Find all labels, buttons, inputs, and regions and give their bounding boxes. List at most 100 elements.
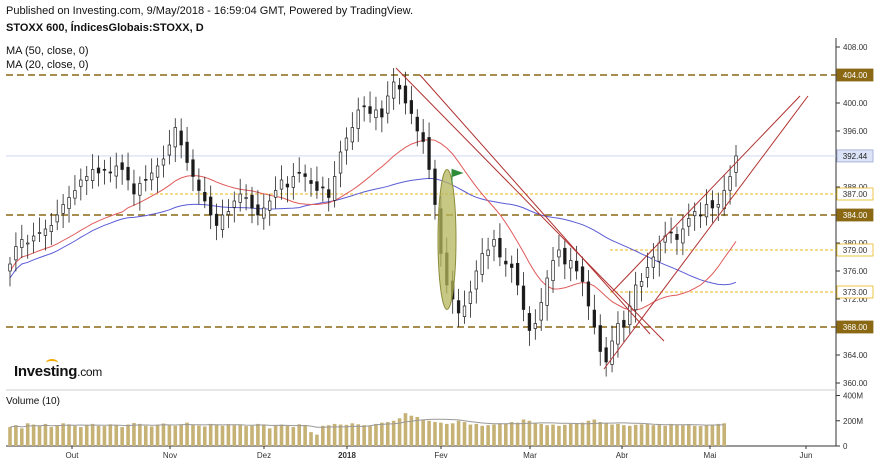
volume-bar: [409, 415, 414, 446]
volume-bar: [574, 423, 579, 446]
y-tick-label: 360.00: [843, 379, 868, 388]
up-channel-lower: [603, 95, 809, 370]
volume-bar: [722, 423, 726, 446]
x-tick-label: Out: [66, 451, 80, 460]
volume-bar: [67, 424, 71, 446]
candle: [710, 200, 715, 209]
volume-ma-line: [9, 418, 725, 428]
volume-bar: [539, 423, 544, 446]
candle: [85, 176, 89, 181]
x-tick-label: Abr: [616, 451, 629, 460]
volume-bar: [403, 413, 408, 446]
volume-bar: [515, 422, 520, 446]
candle: [622, 319, 626, 328]
volume-bar: [439, 422, 443, 446]
volume-bar: [450, 423, 455, 446]
volume-tick-label: 400M: [843, 392, 863, 401]
candle: [250, 194, 254, 209]
volume-bar: [167, 425, 172, 446]
candle: [374, 109, 378, 118]
candle: [563, 247, 567, 265]
volume-bar: [31, 424, 36, 446]
candle: [657, 242, 661, 262]
y-tick-label: 388.00: [843, 183, 868, 192]
volume-bar: [326, 425, 331, 446]
candle: [557, 249, 561, 258]
candle: [232, 200, 236, 208]
candle: [569, 260, 573, 269]
candle: [297, 171, 301, 174]
candle: [167, 144, 172, 156]
candle: [610, 340, 614, 365]
volume-bar: [149, 426, 154, 446]
candle: [486, 249, 490, 256]
volume-bar: [663, 425, 667, 446]
volume-bar: [509, 422, 514, 446]
volume-bar: [155, 424, 160, 446]
volume-legend: Volume (10): [6, 396, 60, 407]
volume-bar: [37, 425, 42, 446]
volume-bar: [309, 432, 313, 446]
candle: [197, 179, 201, 191]
volume-bar: [262, 424, 266, 446]
volume-bar: [102, 426, 107, 446]
ma50-legend: MA (50, close, 0): [6, 45, 89, 57]
price-label-box: [836, 149, 874, 163]
x-tick-label: Nov: [163, 451, 177, 460]
volume-bar: [226, 424, 231, 446]
up-channel-upper: [611, 95, 801, 293]
candle: [722, 190, 726, 210]
volume-bar: [173, 425, 178, 446]
volume-bar: [627, 425, 632, 446]
volume-bar: [498, 423, 502, 446]
candle: [209, 196, 213, 216]
candle: [350, 127, 354, 143]
volume-bar: [273, 425, 278, 446]
candle: [244, 197, 248, 199]
volume-bar: [504, 423, 508, 446]
candle: [527, 313, 532, 331]
volume-bar: [356, 424, 361, 446]
x-tick-label: Jun: [800, 451, 813, 460]
y-tick-label: 408.00: [843, 43, 868, 52]
candle: [433, 168, 437, 205]
volume-bar: [84, 424, 89, 446]
candle: [173, 127, 177, 148]
volume-bar: [468, 424, 473, 446]
volume-bar: [415, 416, 420, 446]
candle: [415, 116, 419, 132]
candle: [403, 85, 408, 104]
volume-bar: [220, 425, 225, 446]
candle: [279, 179, 284, 190]
candle: [693, 211, 697, 217]
price-label-text: 384.00: [843, 211, 868, 220]
volume-bar: [90, 423, 95, 446]
candle: [49, 225, 53, 232]
volume-bar: [521, 419, 526, 446]
candle: [185, 141, 189, 163]
annotation-ellipse: [437, 169, 457, 310]
volume-bar: [681, 425, 685, 446]
candle: [545, 277, 549, 306]
volume-tick-label: 200M: [843, 417, 863, 426]
volume-bar: [179, 424, 183, 446]
y-tick-label: 396.00: [843, 127, 868, 136]
candle: [268, 200, 272, 211]
volume-bar: [43, 423, 48, 446]
volume-bar: [716, 423, 721, 446]
symbol-title: STOXX 600, ÍndicesGlobais:STOXX, D: [6, 22, 204, 34]
candle: [510, 263, 514, 268]
volume-bar: [161, 423, 166, 446]
candle: [102, 168, 107, 171]
candle: [285, 183, 290, 188]
volume-bar: [692, 425, 697, 446]
candle: [592, 309, 596, 328]
x-tick-label: Dez: [257, 451, 271, 460]
candle: [480, 253, 484, 275]
volume-bar: [368, 425, 372, 446]
candle: [427, 137, 431, 170]
candle: [468, 291, 473, 304]
volume-bar: [480, 425, 484, 446]
volume-tick-label: 0: [843, 442, 848, 451]
